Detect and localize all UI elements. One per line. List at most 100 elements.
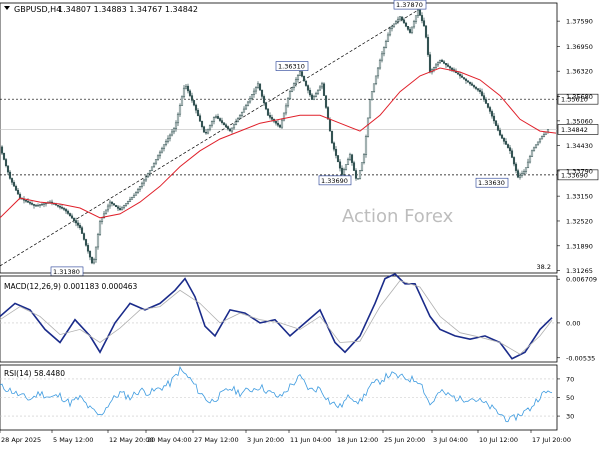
candle bbox=[106, 203, 110, 213]
candle bbox=[86, 243, 90, 254]
candle bbox=[200, 120, 204, 129]
candle bbox=[96, 232, 100, 250]
candle bbox=[248, 95, 252, 104]
candle bbox=[278, 124, 282, 129]
price-annotation: 1.33690 bbox=[318, 175, 352, 186]
candle bbox=[330, 130, 334, 144]
candle bbox=[296, 74, 300, 83]
candle bbox=[446, 62, 450, 68]
candle bbox=[216, 113, 220, 120]
candle bbox=[220, 117, 224, 125]
rsi-tick-label: 70 bbox=[566, 375, 574, 383]
candle bbox=[496, 123, 500, 132]
candle bbox=[350, 153, 354, 166]
svg-text:1.33630: 1.33630 bbox=[478, 179, 505, 187]
candle bbox=[492, 112, 496, 124]
candle bbox=[370, 91, 374, 101]
candle bbox=[262, 94, 266, 106]
candle bbox=[358, 170, 362, 180]
candle bbox=[176, 112, 180, 127]
macd-tick-label: -0.00535 bbox=[566, 354, 595, 362]
candle bbox=[134, 191, 138, 196]
candle bbox=[324, 95, 328, 110]
candle bbox=[396, 16, 400, 24]
candle bbox=[72, 217, 76, 224]
candle bbox=[282, 112, 286, 122]
ohlc-values: 1.34807 1.34883 1.34767 1.34842 bbox=[58, 5, 198, 14]
candle bbox=[356, 178, 360, 180]
candle bbox=[528, 154, 532, 164]
candle bbox=[332, 141, 336, 152]
candle bbox=[108, 199, 112, 209]
candle bbox=[212, 116, 216, 125]
candle bbox=[536, 141, 540, 146]
candle bbox=[140, 181, 144, 189]
candle bbox=[264, 101, 268, 111]
candle bbox=[104, 209, 108, 215]
candle bbox=[166, 135, 170, 144]
candle bbox=[488, 105, 492, 114]
candle bbox=[302, 75, 306, 82]
candle bbox=[12, 180, 16, 187]
candle bbox=[190, 92, 194, 103]
candle bbox=[56, 204, 60, 208]
level-label-box bbox=[557, 169, 599, 181]
price-annotation: 1.31380 bbox=[50, 266, 84, 277]
candle bbox=[142, 178, 146, 187]
candle bbox=[376, 67, 380, 79]
candle bbox=[336, 154, 340, 163]
candle bbox=[214, 114, 218, 119]
candle bbox=[94, 246, 98, 263]
candle bbox=[110, 201, 114, 207]
candle bbox=[486, 103, 490, 109]
candle bbox=[256, 81, 260, 89]
level-label-box bbox=[557, 93, 599, 105]
macd-line bbox=[0, 273, 553, 360]
x-tick-label: 12 May 20:00 bbox=[109, 436, 154, 444]
candle bbox=[386, 32, 390, 43]
candle bbox=[392, 23, 396, 28]
candle bbox=[10, 177, 14, 185]
x-tick-label: 20 May 04:00 bbox=[147, 436, 192, 444]
rsi-tick-label: 30 bbox=[566, 413, 574, 421]
watermark-text: Action Forex bbox=[342, 206, 454, 227]
candle bbox=[394, 20, 398, 25]
x-tick-label: 25 Jun 20:00 bbox=[384, 436, 425, 444]
candle bbox=[360, 162, 364, 172]
candle bbox=[84, 238, 88, 247]
candle bbox=[338, 159, 342, 172]
candle bbox=[194, 103, 198, 114]
candle bbox=[16, 188, 20, 195]
candle bbox=[478, 87, 482, 94]
candle bbox=[160, 146, 164, 154]
candle bbox=[258, 83, 262, 91]
candle bbox=[98, 219, 102, 236]
candle bbox=[254, 86, 258, 95]
candle bbox=[40, 203, 44, 206]
candle bbox=[538, 138, 542, 144]
candle bbox=[158, 150, 162, 159]
candle bbox=[64, 207, 68, 214]
trendline bbox=[0, 9, 419, 267]
candle bbox=[130, 196, 134, 200]
dropdown-icon[interactable] bbox=[4, 6, 10, 10]
candle bbox=[412, 19, 416, 29]
candle bbox=[314, 91, 318, 98]
candle bbox=[224, 123, 228, 128]
candle bbox=[208, 124, 212, 132]
candle bbox=[284, 103, 288, 116]
candle bbox=[150, 166, 154, 171]
candle bbox=[234, 118, 238, 126]
candle bbox=[0, 145, 4, 155]
svg-text:1.33690: 1.33690 bbox=[321, 177, 348, 185]
candle bbox=[490, 109, 494, 119]
candle bbox=[346, 157, 350, 165]
candle bbox=[308, 87, 312, 97]
candle bbox=[414, 15, 418, 24]
candle bbox=[388, 26, 392, 37]
candle bbox=[462, 77, 466, 80]
level-label: 1.33690 bbox=[561, 171, 588, 179]
candle bbox=[152, 162, 156, 168]
candle bbox=[470, 81, 474, 86]
price-annotation: 1.36310 bbox=[275, 61, 309, 71]
